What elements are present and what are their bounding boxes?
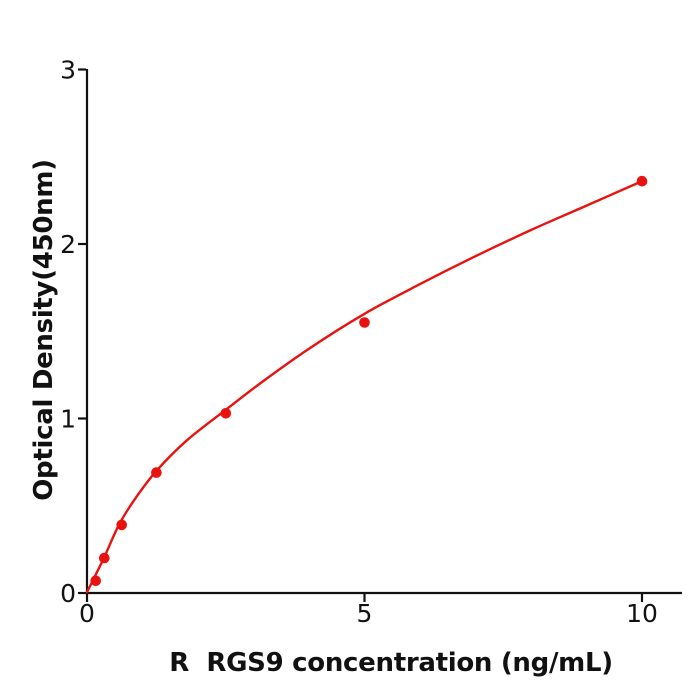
data-point [220, 408, 232, 419]
data-points [90, 175, 648, 587]
x-axis-title: R RGS9 concentration (ng/mL) [169, 648, 613, 678]
data-point [116, 519, 127, 531]
data-point [151, 467, 162, 478]
axis-tick-labels: 0 5 10 0 1 2 3 [60, 56, 658, 629]
data-point [636, 175, 648, 187]
data-point [359, 317, 370, 328]
fit-curve-line [85, 180, 644, 594]
y-tick-label: 0 [60, 579, 76, 608]
data-point [90, 575, 101, 587]
x-tick-label: 10 [626, 599, 658, 628]
y-tick-label: 1 [60, 405, 76, 434]
data-point [99, 552, 110, 564]
y-tick-label: 2 [60, 230, 76, 259]
axis-ticks [78, 68, 644, 602]
axes [85, 69, 682, 595]
x-tick-label: 0 [79, 599, 95, 628]
y-axis-title: Optical Density(450nm) [29, 159, 59, 501]
y-tick-label: 3 [60, 56, 76, 85]
x-tick-label: 5 [357, 599, 373, 628]
